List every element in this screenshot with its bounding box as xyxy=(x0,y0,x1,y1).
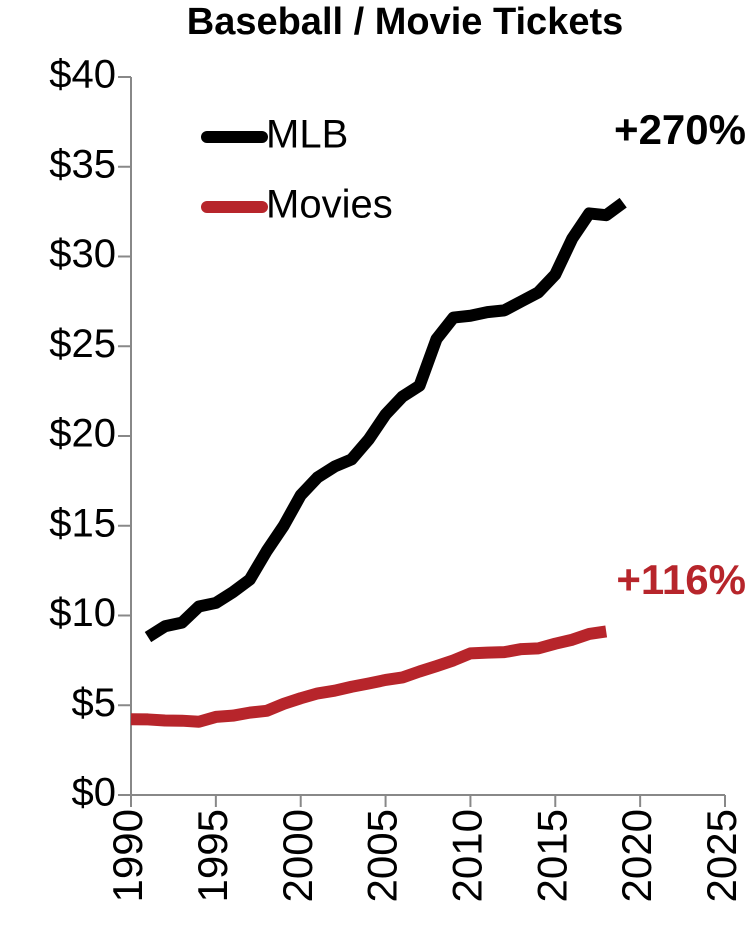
x-tick-label: 2015 xyxy=(528,809,575,902)
y-tick-label: $5 xyxy=(72,681,117,725)
annotation: +270% xyxy=(614,106,746,153)
y-tick-label: $10 xyxy=(49,591,116,635)
x-tick-label: 2010 xyxy=(444,809,491,902)
x-tick-label: 1990 xyxy=(104,809,151,902)
y-tick-label: $30 xyxy=(49,232,116,276)
x-tick-label: 2005 xyxy=(359,809,406,902)
x-tick-label: 2000 xyxy=(274,809,321,902)
y-tick-label: $35 xyxy=(49,142,116,186)
y-tick-label: $15 xyxy=(49,501,116,545)
y-tick-label: $20 xyxy=(49,412,116,456)
annotation: +116% xyxy=(616,556,746,603)
legend-label: MLB xyxy=(266,113,348,157)
y-tick-label: $25 xyxy=(49,322,116,366)
x-tick-label: 2025 xyxy=(698,809,745,902)
series-line xyxy=(144,197,627,643)
chart-title: Baseball / Movie Tickets xyxy=(187,1,624,43)
x-tick-label: 2020 xyxy=(613,809,660,902)
series-line xyxy=(130,625,608,728)
y-tick-label: $40 xyxy=(49,53,116,97)
y-tick-label: $0 xyxy=(72,771,117,815)
legend-label: Movies xyxy=(266,183,393,227)
x-tick-label: 1995 xyxy=(189,809,236,902)
